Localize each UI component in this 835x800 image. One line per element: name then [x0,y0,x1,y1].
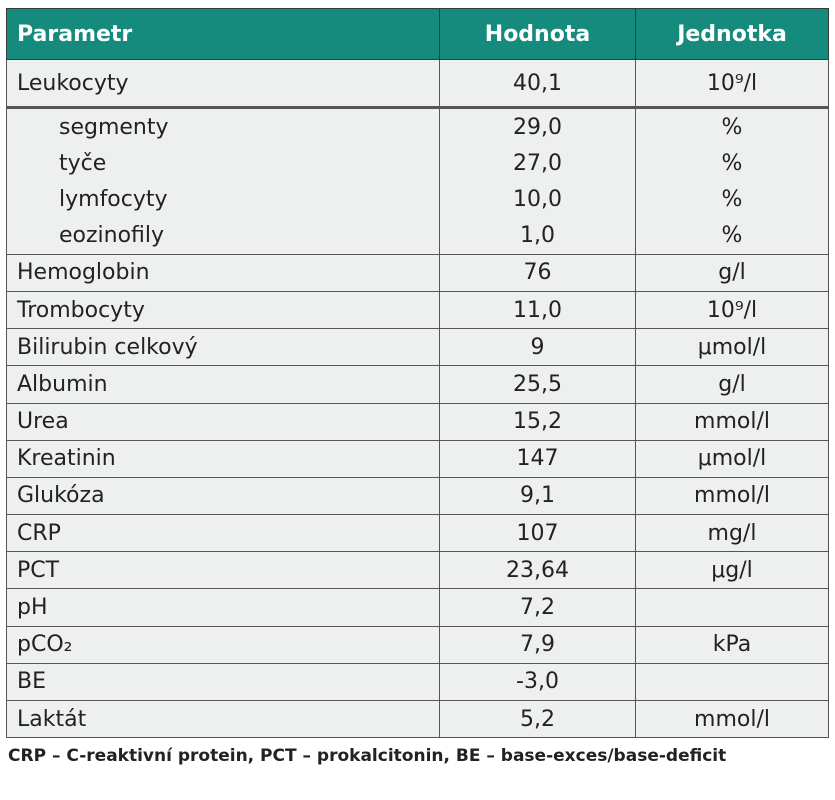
unit-cell: μmol/l [635,439,829,478]
table-row: BE -3,0 [6,662,829,702]
value-cell: 1,0 [439,217,636,255]
table-row: Bilirubin celkový 9 μmol/l [6,328,829,367]
unit-cell: mmol/l [635,699,829,739]
table-row: Laktát 5,2 mmol/l [6,699,829,739]
value-cell: 5,2 [439,699,636,739]
parameter-cell: BE [6,662,440,702]
table-row: CRP 107 mg/l [6,514,829,553]
header-cell: Jednotka [635,8,829,60]
parameter-cell: Laktát [6,699,440,739]
value-cell: 9 [439,328,636,367]
value-cell: 76 [439,253,636,292]
parameter-cell: segmenty [6,106,440,146]
value-cell: 11,0 [439,290,636,330]
value-cell: 15,2 [439,402,636,441]
parameter-cell: Bilirubin celkový [6,328,440,367]
table-row: Leukocyty 40,1 10⁹/l [6,59,829,108]
unit-cell [635,588,829,627]
table-row: Urea 15,2 mmol/l [6,402,829,441]
table-row: Kreatinin 147 μmol/l [6,439,829,478]
parameter-cell: pH [6,588,440,627]
table-row: Hemoglobin 76 g/l [6,253,829,292]
unit-cell [635,662,829,702]
table-row: Glukóza 9,1 mmol/l [6,476,829,516]
table-row: Trombocyty 11,0 10⁹/l [6,290,829,330]
unit-cell: mmol/l [635,476,829,516]
parameter-cell: tyče [6,145,440,182]
table-row: segmenty 29,0% [6,106,829,146]
unit-cell: kPa [635,625,829,664]
unit-cell: % [635,106,829,146]
table-row: PCT 23,64 μg/l [6,551,829,590]
table-row: pH 7,2 [6,588,829,627]
table-row: Albumin 25,5 g/l [6,365,829,404]
value-cell: 7,9 [439,625,636,664]
parameter-cell: pCO₂ [6,625,440,664]
unit-cell: % [635,181,829,218]
unit-cell: μmol/l [635,328,829,367]
unit-cell: mg/l [635,514,829,553]
parameter-cell: eozinofily [6,217,440,255]
value-cell: 27,0 [439,145,636,182]
parameter-cell: Glukóza [6,476,440,516]
parameter-cell: PCT [6,551,440,590]
table-row: pCO₂ 7,9 kPa [6,625,829,664]
unit-cell: g/l [635,253,829,292]
container: Parametr Hodnota Jednotka Leukocyty 40,1 10⁹… [6,8,829,767]
value-cell: 9,1 [439,476,636,516]
unit-cell: 10⁹/l [635,290,829,330]
value-cell: 107 [439,514,636,553]
table-row: tyče 27,0% [6,145,829,182]
table-body: Leukocyty 40,1 10⁹/l segmenty 29,0% tyče 27,0%… [6,59,829,739]
unit-cell: % [635,217,829,255]
parameter-cell: Leukocyty [6,59,440,108]
table-row: lymfocyty 10,0% [6,181,829,218]
value-cell: 147 [439,439,636,478]
value-cell: 40,1 [439,59,636,108]
value-cell: 29,0 [439,106,636,146]
value-cell: 25,5 [439,365,636,404]
parameter-cell: Albumin [6,365,440,404]
value-cell: 23,64 [439,551,636,590]
unit-cell: g/l [635,365,829,404]
parameter-cell: Urea [6,402,440,441]
value-cell: 7,2 [439,588,636,627]
unit-cell: % [635,145,829,182]
value-cell: 10,0 [439,181,636,218]
header-row: Parametr Hodnota Jednotka [6,8,829,60]
unit-cell: μg/l [635,551,829,590]
parameter-cell: lymfocyty [6,181,440,218]
value-cell: -3,0 [439,662,636,702]
parameter-cell: Trombocyty [6,290,440,330]
unit-cell: 10⁹/l [635,59,829,108]
unit-cell: mmol/l [635,402,829,441]
lab-table: Parametr Hodnota Jednotka Leukocyty 40,1 10⁹… [6,8,829,739]
parameter-cell: Hemoglobin [6,253,440,292]
parameter-cell: Kreatinin [6,439,440,478]
parameter-cell: CRP [6,514,440,553]
header-cell: Parametr [6,8,440,60]
header-cell: Hodnota [439,8,636,60]
table-row: eozinofily 1,0% [6,217,829,255]
footnote: CRP – C-reaktivní protein, PCT – prokalc… [8,746,727,767]
